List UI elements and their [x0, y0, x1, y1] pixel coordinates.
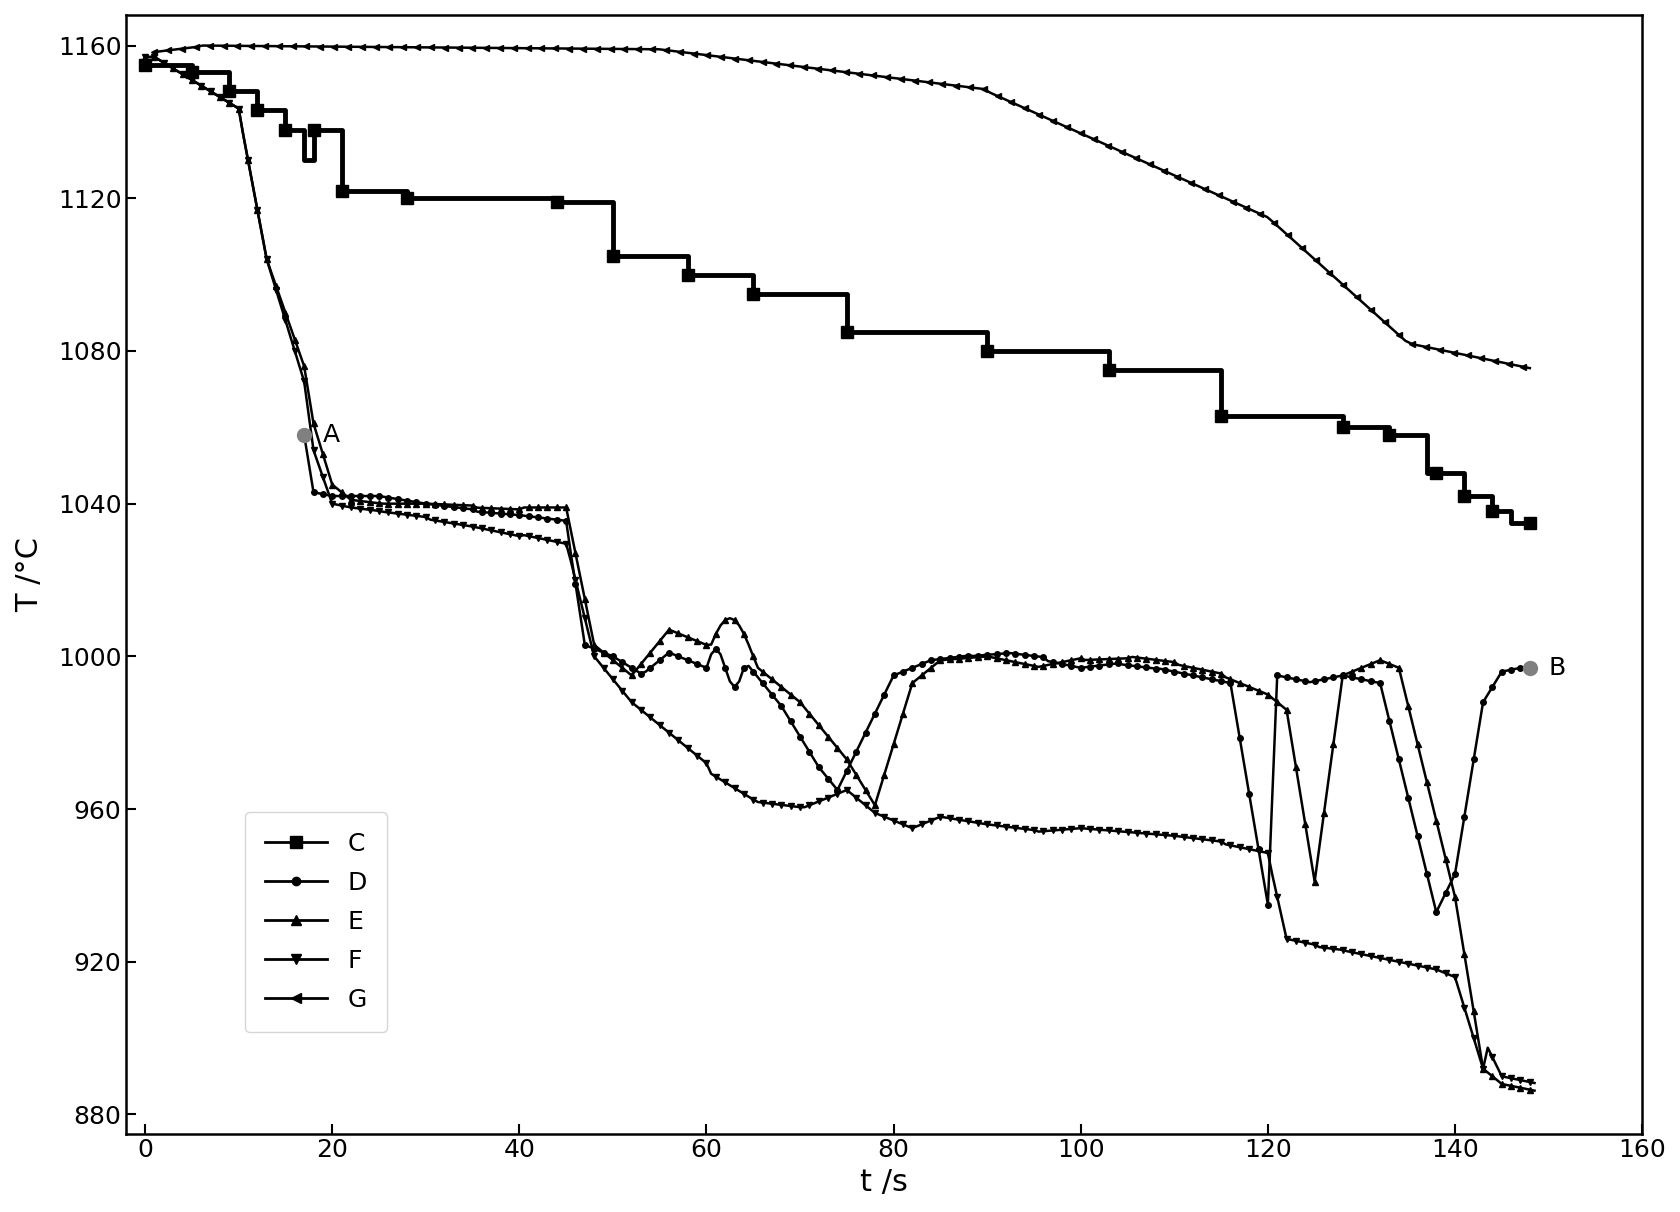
G — [234, 39, 254, 53]
G — [207, 39, 227, 53]
Legend: C, D, E, F, G: C, D, E, F, G — [245, 812, 386, 1031]
Line: G: G — [151, 42, 1532, 372]
E — [1524, 1084, 1544, 1098]
D — [1425, 905, 1445, 920]
F — [134, 50, 155, 64]
G — [1457, 348, 1477, 362]
E — [1403, 718, 1423, 732]
F — [564, 573, 585, 588]
D — [326, 488, 346, 503]
E — [134, 50, 155, 64]
G — [1408, 338, 1428, 353]
D — [1524, 661, 1544, 675]
F — [630, 703, 650, 718]
D — [995, 646, 1015, 661]
D — [294, 428, 314, 442]
E — [1463, 1005, 1483, 1019]
G — [1519, 361, 1539, 376]
Y-axis label: T /°C: T /°C — [15, 537, 44, 612]
E — [570, 568, 590, 583]
E — [897, 691, 917, 705]
Line: D: D — [301, 433, 1537, 915]
D — [756, 681, 776, 696]
F — [570, 591, 590, 606]
E — [630, 657, 650, 671]
Text: B: B — [1547, 656, 1564, 680]
F — [1403, 957, 1423, 972]
Line: E: E — [141, 53, 1537, 1094]
D — [822, 777, 842, 791]
F — [1524, 1076, 1544, 1091]
G — [193, 39, 213, 53]
Text: A: A — [323, 423, 339, 447]
D — [696, 661, 716, 675]
G — [407, 40, 427, 55]
Line: F: F — [141, 53, 1537, 1086]
G — [517, 41, 538, 56]
F — [897, 819, 917, 834]
X-axis label: t /s: t /s — [860, 1168, 907, 1197]
E — [564, 547, 585, 561]
F — [1463, 1031, 1483, 1046]
G — [144, 45, 165, 59]
D — [1065, 659, 1085, 674]
